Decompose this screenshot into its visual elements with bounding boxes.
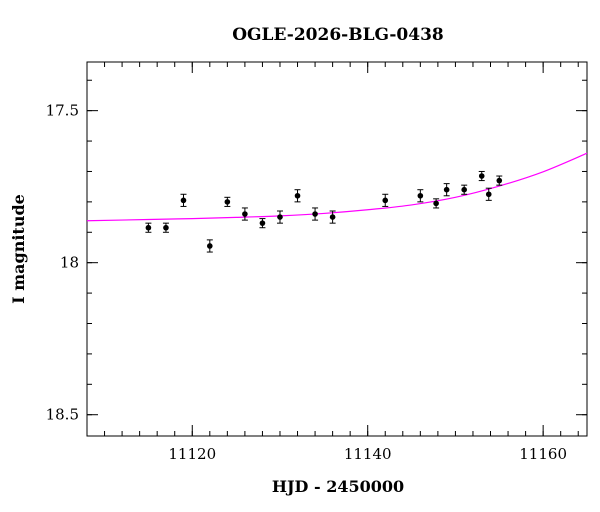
data-point-marker — [433, 200, 439, 207]
data-point — [241, 207, 248, 221]
data-point-marker — [485, 191, 492, 198]
data-point-marker — [478, 173, 485, 179]
data-point-marker — [242, 211, 248, 217]
data-point — [496, 175, 503, 186]
data-point-marker — [207, 243, 213, 249]
data-point-marker — [461, 186, 467, 193]
plot-area: 11120 11140 11160 17.5 18 18.5 — [46, 61, 588, 463]
data-point — [224, 196, 231, 207]
data-point — [259, 218, 266, 229]
data-point-marker — [496, 177, 503, 184]
data-point-marker — [180, 197, 187, 204]
data-point — [478, 170, 485, 182]
data-point — [382, 193, 389, 207]
major-ticks — [87, 62, 587, 436]
data-point — [162, 222, 169, 233]
data-points-layer — [145, 170, 503, 253]
y-tick-label: 18 — [60, 254, 79, 272]
data-point-marker — [312, 211, 318, 217]
data-point-marker — [145, 224, 152, 231]
data-point — [206, 239, 213, 253]
data-point-marker — [443, 186, 450, 193]
y-tick-label: 18.5 — [46, 406, 79, 424]
data-point — [485, 187, 492, 201]
x-tick-label: 11160 — [519, 445, 567, 463]
model-curve-layer — [86, 152, 588, 222]
x-tick-label: 11140 — [344, 445, 392, 463]
plot-frame — [86, 61, 588, 437]
x-axis-label: HJD - 2450000 — [272, 477, 404, 496]
data-point-marker — [259, 220, 266, 226]
data-point-marker — [224, 199, 231, 205]
data-point — [145, 222, 152, 233]
model-curve-line — [86, 152, 588, 222]
tick-labels: 11120 11140 11160 17.5 18 18.5 — [46, 102, 567, 463]
minor-ticks — [86, 62, 587, 436]
data-point-marker — [277, 214, 283, 220]
y-tick-label: 17.5 — [46, 102, 79, 120]
x-tick-label: 11120 — [168, 445, 216, 463]
chart-title: OGLE-2026-BLG-0438 — [232, 25, 444, 45]
data-point — [461, 184, 468, 195]
data-point — [433, 198, 440, 209]
data-point-marker — [382, 197, 389, 204]
data-point-marker — [329, 214, 336, 220]
data-point-marker — [163, 224, 169, 231]
y-axis-label: I magnitude — [9, 194, 28, 304]
data-point — [417, 189, 424, 203]
data-point — [180, 193, 187, 207]
data-point — [329, 210, 336, 224]
data-point — [443, 183, 450, 197]
data-point — [312, 207, 319, 221]
data-point — [276, 210, 283, 224]
data-point-marker — [417, 192, 424, 199]
data-point — [294, 189, 301, 203]
data-point-marker — [294, 192, 301, 199]
